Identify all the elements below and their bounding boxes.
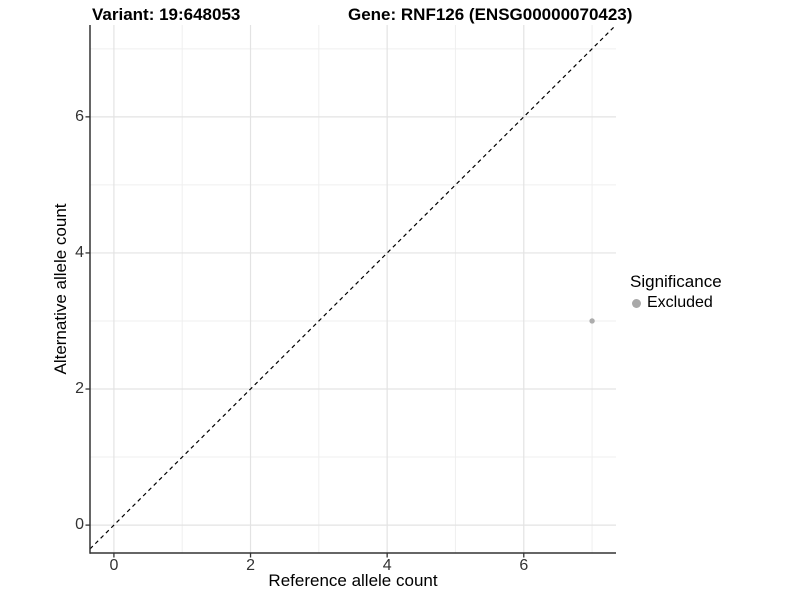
y-tick-label: 0 — [75, 516, 84, 534]
y-axis-title: Alternative allele count — [51, 203, 70, 375]
legend-point-icon — [632, 298, 641, 308]
plot-title-gene: Gene: RNF126 (ENSG00000070423) — [348, 5, 633, 24]
legend-item-excluded: Excluded — [628, 294, 798, 312]
x-tick-label: 4 — [382, 557, 392, 574]
legend: Significance Excluded — [628, 272, 798, 312]
y-tick-label: 2 — [75, 380, 84, 398]
identity-line — [89, 24, 617, 550]
x-tick-label: 0 — [109, 557, 119, 574]
x-axis-title: Reference allele count — [268, 571, 438, 590]
y-tick-label: 4 — [75, 243, 84, 261]
x-tick-label: 2 — [246, 557, 255, 574]
legend-title: Significance — [630, 272, 722, 291]
data-point — [589, 318, 595, 324]
plot-title-variant: Variant: 19:648053 — [92, 5, 241, 24]
y-tick-label: 6 — [75, 107, 84, 125]
legend-item-label: Excluded — [647, 294, 713, 311]
x-tick-label: 6 — [519, 557, 529, 574]
